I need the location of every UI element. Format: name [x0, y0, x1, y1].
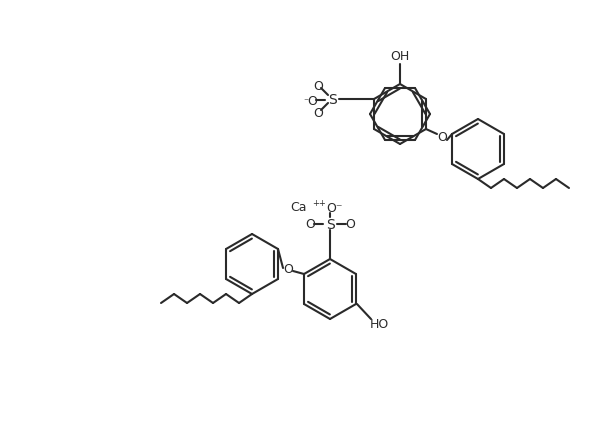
- Text: O: O: [437, 131, 447, 144]
- Text: O: O: [305, 218, 315, 231]
- Text: ++: ++: [312, 199, 325, 208]
- Text: ⁻: ⁻: [303, 97, 309, 107]
- Text: Ca: Ca: [290, 201, 306, 214]
- Text: HO: HO: [369, 318, 389, 331]
- Text: O: O: [313, 79, 323, 92]
- Text: OH: OH: [390, 50, 409, 63]
- Text: O: O: [283, 263, 293, 276]
- Text: O: O: [307, 95, 317, 108]
- Text: O: O: [313, 107, 323, 120]
- Text: S: S: [328, 93, 336, 107]
- Text: O⁻: O⁻: [325, 202, 342, 215]
- Text: O: O: [345, 218, 355, 231]
- Text: S: S: [325, 218, 334, 231]
